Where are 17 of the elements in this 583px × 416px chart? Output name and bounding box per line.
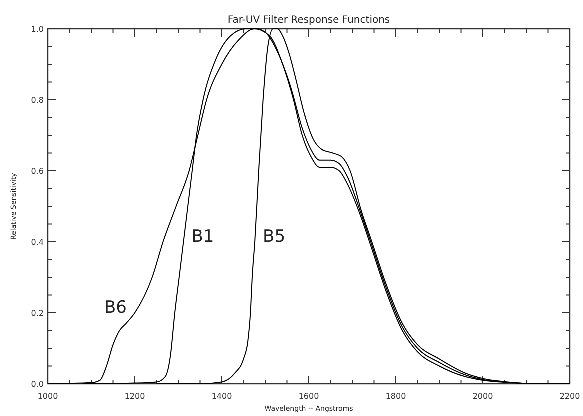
y-tick-label: 1.0 (31, 25, 44, 34)
y-tick-label: 0.0 (31, 380, 44, 389)
x-tick-label: 2200 (560, 392, 580, 401)
y-tick-label: 0.4 (31, 238, 44, 247)
series-label: B1 (192, 227, 214, 247)
x-tick-label: 1200 (124, 392, 146, 401)
y-tick-label: 0.6 (31, 167, 44, 176)
series-label: B6 (104, 298, 127, 318)
x-tick-label: 2000 (472, 392, 494, 401)
series-label: B5 (263, 227, 286, 247)
chart-title: Far-UV Filter Response Functions (228, 15, 390, 26)
x-tick-label: 1600 (298, 392, 320, 401)
y-tick-label: 0.8 (31, 96, 44, 105)
x-tick-label: 1400 (212, 392, 232, 401)
x-tick-label: 1800 (386, 392, 406, 401)
x-tick-label: 1000 (38, 392, 58, 401)
y-tick-label: 0.2 (31, 309, 44, 318)
